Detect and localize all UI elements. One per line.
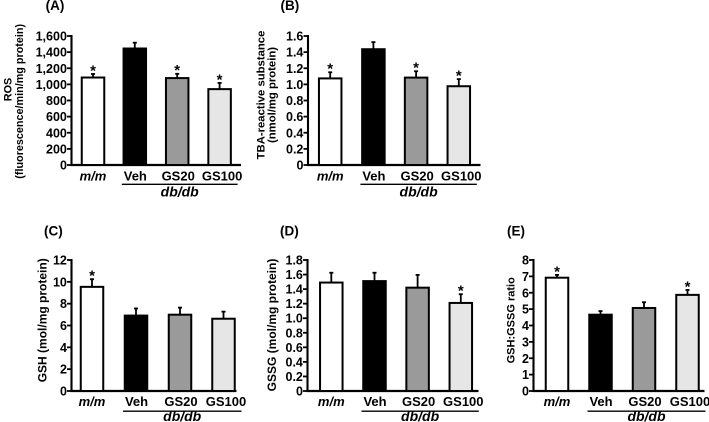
svg-text:400: 400 [46,126,67,140]
svg-text:4: 4 [60,341,67,355]
svg-text:0: 0 [296,385,303,399]
svg-text:*: * [217,71,223,88]
svg-text:1.4: 1.4 [286,283,303,297]
svg-text:5: 5 [522,303,529,317]
svg-text:0.8: 0.8 [286,94,303,108]
svg-text:1.6: 1.6 [286,268,303,282]
svg-text:TBA-reactive substance: TBA-reactive substance [256,31,268,160]
svg-text:db/db: db/db [163,408,202,422]
svg-text:m/m: m/m [544,394,571,409]
svg-text:1,600: 1,600 [36,30,67,44]
svg-text:1,000: 1,000 [36,78,67,92]
svg-text:m/m: m/m [79,394,106,409]
svg-text:GSH (mol/mg protein): GSH (mol/mg protein) [36,258,50,382]
svg-text:0: 0 [60,385,67,399]
svg-text:1.2: 1.2 [286,62,303,76]
svg-text:3: 3 [522,335,529,349]
svg-text:Veh: Veh [362,168,385,183]
svg-text:*: * [554,263,560,280]
svg-text:(D): (D) [280,223,299,238]
svg-text:8: 8 [60,297,67,311]
svg-text:1.6: 1.6 [286,30,303,44]
svg-text:GS20: GS20 [164,394,197,409]
svg-text:0.4: 0.4 [286,355,303,369]
svg-text:GS100: GS100 [670,394,709,409]
svg-text:0: 0 [296,159,303,173]
svg-text:m/m: m/m [318,394,345,409]
svg-text:m/m: m/m [317,168,344,183]
svg-text:0.2: 0.2 [286,370,303,384]
svg-text:*: * [458,283,464,300]
svg-text:GS20: GS20 [400,168,433,183]
svg-text:0.2: 0.2 [286,142,303,156]
svg-text:1.0: 1.0 [286,312,303,326]
svg-text:12: 12 [53,254,67,268]
svg-text:*: * [90,62,96,79]
svg-text:1.0: 1.0 [286,78,303,92]
svg-text:0.6: 0.6 [286,341,303,355]
svg-text:(E): (E) [507,223,525,238]
svg-text:(A): (A) [46,0,65,13]
svg-text:*: * [89,268,95,285]
svg-text:Veh: Veh [124,168,147,183]
svg-text:10: 10 [53,275,67,289]
svg-text:0.8: 0.8 [286,326,303,340]
svg-text:8: 8 [522,254,529,268]
svg-text:*: * [327,61,333,78]
svg-text:0.6: 0.6 [286,110,303,124]
svg-text:GS100: GS100 [441,168,481,183]
svg-text:GS20: GS20 [162,168,195,183]
svg-text:1.2: 1.2 [286,297,303,311]
svg-text:0: 0 [60,159,67,173]
svg-text:1,200: 1,200 [36,62,67,76]
svg-text:800: 800 [46,94,67,108]
svg-text:db/db: db/db [400,183,439,199]
svg-text:GS100: GS100 [206,394,246,409]
svg-text:GS100: GS100 [443,394,483,409]
svg-text:*: * [413,60,419,77]
svg-text:2: 2 [522,352,529,366]
svg-text:ROS: ROS [3,78,15,101]
svg-text:GSH:GSSG ratio: GSH:GSSG ratio [506,277,518,363]
svg-text:GSSG (mol/mg protein): GSSG (mol/mg protein) [265,259,279,392]
svg-text:1.4: 1.4 [286,46,303,60]
svg-text:600: 600 [46,110,67,124]
svg-text:db/db: db/db [161,183,200,199]
svg-text:1.8: 1.8 [286,254,303,268]
svg-text:*: * [685,278,691,295]
svg-text:(nmol/mg protein): (nmol/mg protein) [267,47,279,143]
svg-text:GS20: GS20 [402,394,435,409]
svg-text:Veh: Veh [589,394,612,409]
svg-text:4: 4 [522,319,529,333]
svg-text:*: * [456,68,462,85]
svg-text:0.4: 0.4 [286,126,303,140]
svg-text:m/m: m/m [80,168,107,183]
svg-text:7: 7 [522,270,529,284]
svg-text:(fluorescence/min/mg protein): (fluorescence/min/mg protein) [14,24,26,179]
svg-text:1,400: 1,400 [36,46,67,60]
svg-text:0: 0 [522,385,529,399]
svg-text:6: 6 [522,286,529,300]
svg-text:Veh: Veh [125,394,148,409]
svg-text:2: 2 [60,363,67,377]
svg-text:db/db: db/db [627,408,666,422]
svg-text:(C): (C) [44,223,63,238]
svg-text:6: 6 [60,319,67,333]
svg-text:(B): (B) [281,0,300,13]
svg-text:db/db: db/db [401,408,440,422]
svg-text:1: 1 [522,368,529,382]
svg-text:GS20: GS20 [628,394,661,409]
svg-text:*: * [174,62,180,79]
svg-text:Veh: Veh [363,394,386,409]
svg-text:200: 200 [46,142,67,156]
svg-text:GS100: GS100 [202,168,242,183]
